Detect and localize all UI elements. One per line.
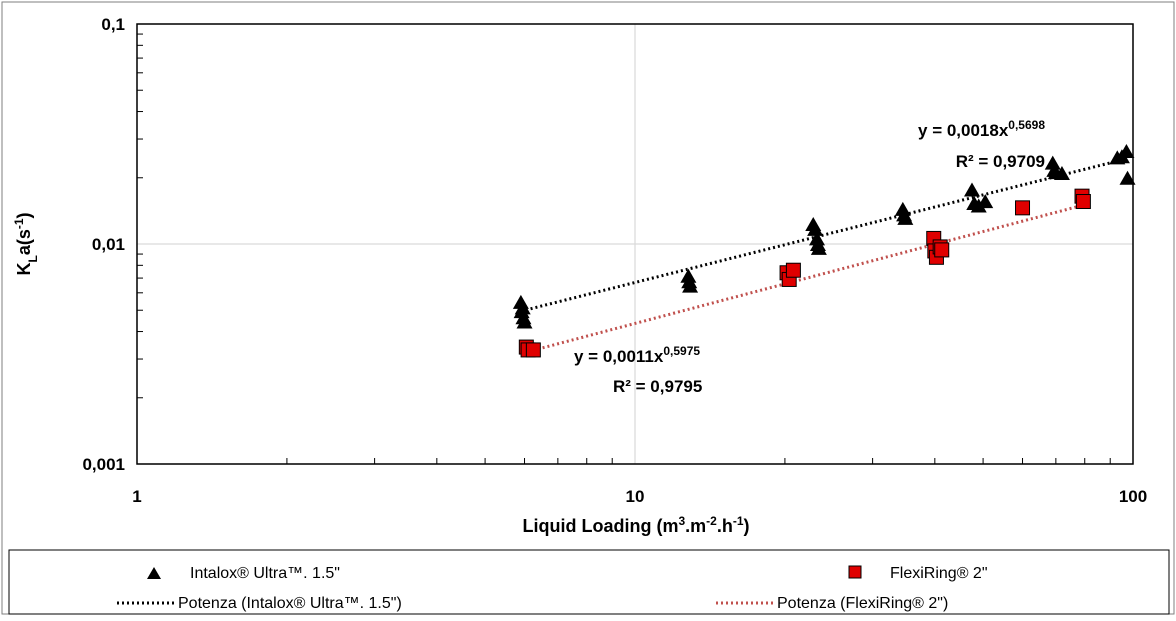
x-tick-label: 10 [626,487,645,506]
x-axis-title-sup2: -2 [706,514,717,528]
data-point-square [934,242,950,258]
x-axis-title-end: ) [744,516,750,536]
data-points [512,143,1136,358]
flexiring-r2-label: R² = 0,9795 [613,377,702,396]
x-axis-title: Liquid Loading (m3.m-2.h-1) [522,514,749,536]
data-point-triangle [807,221,824,236]
x-tick-label: 100 [1119,487,1147,506]
x-tick-label: 1 [132,487,141,506]
x-axis-title-mid2: .h [717,516,733,536]
x-axis-title-sup1: 3 [678,514,685,528]
intalox-r2-label: R² = 0,9709 [956,152,1045,171]
trendline [520,157,1127,313]
y-tick-label: 0,001 [82,455,125,474]
data-point-triangle [516,314,533,329]
tick-labels: 1 10 100 0,001 0,01 0,1 [82,15,1147,506]
data-point-square [525,342,541,358]
flexiring-equation-base: y = 0,0011x [574,347,664,366]
data-point-triangle [1118,143,1135,158]
data-point-triangle [810,240,827,255]
data-point-triangle [809,231,826,246]
x-axis-title-main: Liquid Loading (m [522,516,678,536]
minor-tick-marks [137,33,1111,464]
legend: Intalox® Ultra™. 1.5" FlexiRing® 2" Pote… [8,549,1170,615]
x-axis-title-sup3: -1 [733,514,744,528]
y-axis-title-a: a(s [14,229,34,255]
data-point-square [1015,200,1031,216]
legend-intalox: Intalox® Ultra™. 1.5" [190,565,340,582]
flexiring-equation-label: y = 0,0011x0,5975 [574,344,700,366]
y-tick-label: 0,01 [92,235,125,254]
data-point-triangle [680,268,697,283]
flexiring-equation-exp: 0,5975 [663,344,700,358]
trendline [527,203,1086,354]
intalox-equation-label: y = 0,0018x0,5698 [918,118,1045,140]
data-point-square [785,262,801,278]
data-point-triangle [963,182,980,197]
data-point-triangle [897,210,914,225]
data-point-triangle [1053,166,1070,181]
y-axis-title-end: ) [14,212,34,218]
legend-triangle-marker [147,567,161,579]
legend-flexiring: FlexiRing® 2" [890,565,988,582]
intalox-equation-exp: 0,5698 [1008,118,1045,132]
data-point-triangle [977,194,994,209]
data-point-triangle [682,278,699,293]
data-point-square [1075,194,1091,210]
plot-area [136,23,1134,465]
y-tick-label: 0,1 [101,15,125,34]
data-point-triangle [1044,155,1061,170]
x-axis-title-mid1: .m [685,516,706,536]
trendlines [520,157,1127,354]
legend-square-marker [848,565,862,579]
y-axis-title: KLa(s-1) [12,212,40,275]
y-axis-title-k: K [14,263,34,276]
legend-box [8,549,1170,615]
intalox-equation-base: y = 0,0018x [918,121,1009,140]
y-axis-title-sup: -1 [12,218,26,229]
data-point-triangle [1119,170,1136,185]
y-axis-title-sub: L [26,255,40,262]
legend-flexiring-trend: Potenza (FlexiRing® 2") [777,595,948,612]
legend-intalox-trend: Potenza (Intalox® Ultra™. 1.5") [178,595,402,612]
